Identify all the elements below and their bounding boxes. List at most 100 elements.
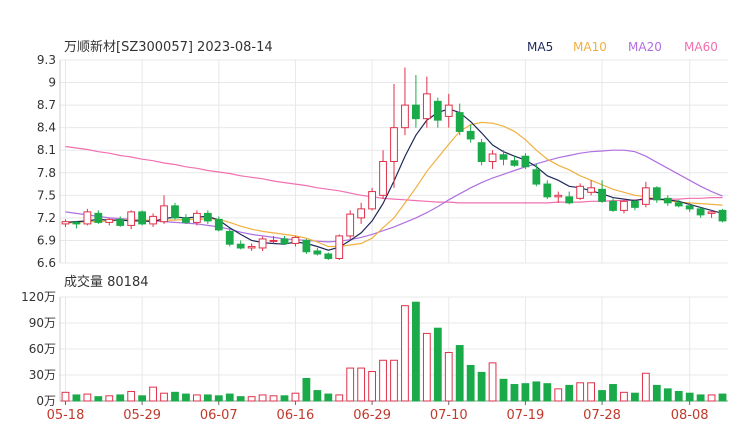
candle	[127, 210, 136, 230]
volume-bar	[554, 388, 563, 402]
candle-body	[379, 161, 387, 196]
volume-bar	[368, 371, 376, 402]
candle-body	[401, 104, 409, 129]
candle	[488, 150, 497, 170]
volume-bar	[696, 394, 705, 402]
volume-bar	[401, 305, 409, 402]
volume-bar	[674, 390, 683, 402]
candle-body	[620, 200, 628, 211]
candle	[105, 217, 114, 226]
candle	[203, 210, 212, 224]
candle-body	[455, 112, 464, 132]
candle	[631, 199, 639, 211]
volume-bar	[203, 394, 212, 402]
ma20-line	[65, 149, 723, 243]
price-tick-label: 9.3	[37, 53, 56, 67]
volume-bar	[444, 351, 453, 402]
date-axis: 05-18 05-29 06-07 06-16 06-29 07-10 07-19 07-28…	[47, 401, 709, 423]
volume-bar	[192, 394, 201, 402]
candle-body	[94, 212, 103, 223]
candle	[291, 235, 300, 247]
candle	[554, 191, 563, 203]
candle	[214, 216, 223, 232]
candle	[620, 198, 628, 214]
date-tick-label: 08-08	[671, 408, 709, 423]
chart-title: 万顺新材[SZ300057] 2023-08-14	[64, 39, 273, 55]
candle	[543, 180, 552, 200]
candle	[641, 181, 650, 208]
volume-bar	[433, 327, 442, 402]
volume-bar	[379, 359, 387, 402]
candle	[368, 187, 376, 211]
candle-body	[390, 127, 398, 162]
candle-body	[368, 191, 376, 210]
volume-bar	[565, 384, 574, 402]
candle	[685, 202, 694, 212]
candle	[116, 216, 125, 227]
volume-bar	[247, 396, 256, 402]
candle	[412, 75, 420, 128]
candle-body	[587, 187, 596, 193]
candle-body	[652, 187, 661, 201]
candle-body	[532, 169, 541, 185]
candle	[652, 186, 661, 203]
candle-body	[105, 218, 114, 223]
price-tick-label: 6.6	[37, 256, 56, 270]
candle	[280, 235, 289, 245]
candle	[346, 210, 355, 239]
volume-bar	[422, 332, 431, 402]
candle	[94, 210, 103, 224]
volume-bar	[313, 390, 322, 402]
volume-tick-label: 30万	[29, 368, 56, 382]
volume-tick-label: 120万	[21, 290, 56, 304]
legend-entry-ma10: MA10	[573, 40, 607, 54]
volume-tick-label: 60万	[29, 342, 56, 356]
candle-body	[302, 239, 311, 253]
candle-body	[225, 230, 234, 245]
date-tick-label: 06-29	[353, 408, 391, 423]
candle-body	[247, 245, 256, 249]
volume-bar	[105, 395, 114, 402]
candle-body	[61, 221, 70, 225]
volume-bar	[160, 392, 168, 402]
candle-body	[554, 194, 563, 198]
candle-body	[149, 215, 157, 225]
candle-body	[346, 213, 355, 237]
volume-bar	[269, 395, 278, 402]
chart-legend: MA5 MA10 MA20 MA60	[527, 40, 718, 54]
volume-bar	[685, 392, 694, 402]
candle	[598, 180, 606, 203]
candle	[236, 240, 245, 250]
date-tick-label: 06-07	[200, 408, 238, 423]
candle	[466, 124, 475, 143]
candle-body	[696, 208, 705, 216]
date-tick-label: 07-19	[507, 408, 545, 423]
candle	[663, 195, 672, 206]
volume-bar	[182, 393, 190, 402]
candle-body	[72, 221, 81, 225]
volume-bar	[620, 391, 628, 402]
candle-body	[466, 130, 475, 140]
volume-bar	[718, 393, 727, 402]
volume-bar	[61, 391, 70, 402]
volume-bar	[455, 345, 464, 402]
candle	[587, 180, 596, 196]
candle	[532, 163, 541, 187]
volume-tick-label: 0万	[36, 394, 56, 408]
candle-body	[499, 154, 508, 160]
volume-bar	[291, 392, 300, 402]
legend-entry-ma20: MA20	[628, 40, 662, 54]
candle-body	[280, 238, 289, 244]
candle-body	[171, 205, 179, 219]
volume-bar	[258, 394, 267, 402]
candle	[192, 210, 201, 226]
volume-bar	[609, 384, 617, 402]
candle-body	[160, 205, 168, 223]
volume-bar	[72, 394, 81, 402]
candle-body	[192, 212, 201, 223]
volume-bar	[138, 395, 147, 402]
candle	[390, 84, 398, 188]
candle-body	[707, 211, 716, 214]
volume-bar	[631, 392, 639, 402]
price-tick-label: 6.9	[37, 233, 56, 247]
